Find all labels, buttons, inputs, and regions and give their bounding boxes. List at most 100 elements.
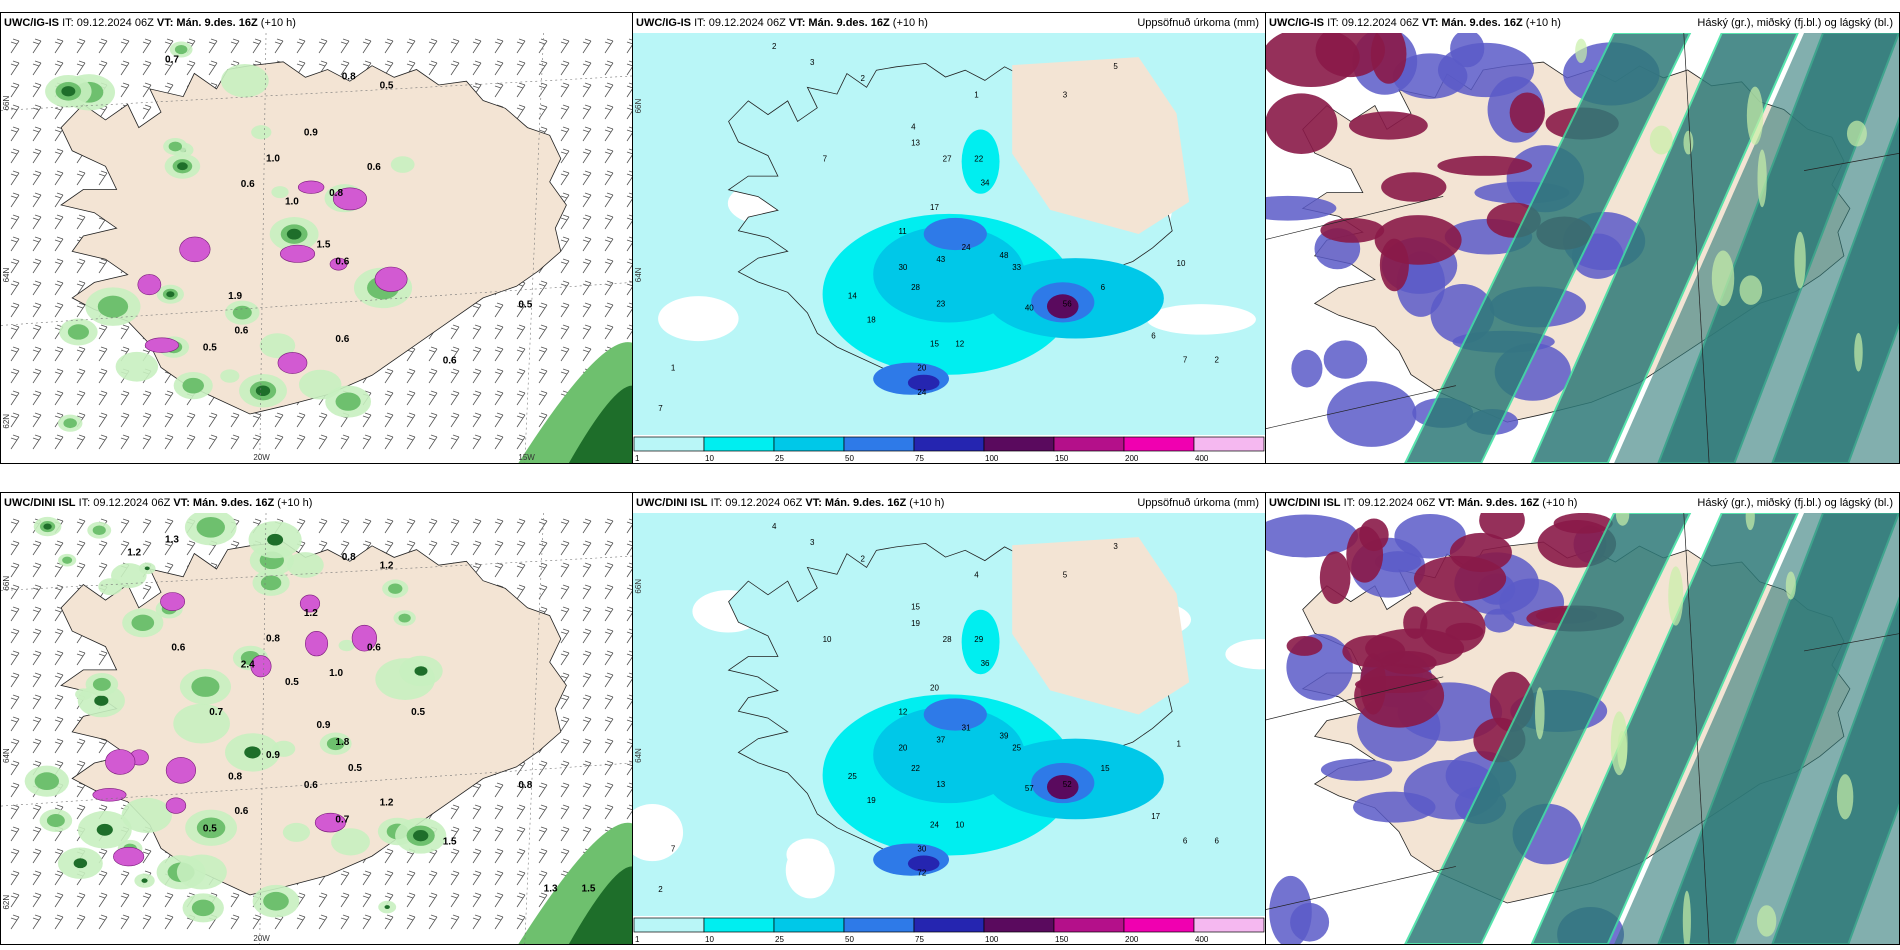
low-cloud-highlight xyxy=(1535,687,1545,740)
map-cloud[interactable] xyxy=(1266,33,1899,463)
precip-value-label: 13 xyxy=(911,139,920,148)
precip-shade xyxy=(144,566,150,571)
panel-title: UWC/DINI ISL IT: 09.12.2024 06Z VT: Mán.… xyxy=(633,493,1265,513)
precip-value-label: 24 xyxy=(930,820,939,829)
precip-value-label: 1.0 xyxy=(285,196,299,207)
snow-shade xyxy=(329,257,348,271)
precip-shade xyxy=(255,385,271,397)
init-time: IT: 09.12.2024 06Z xyxy=(1343,497,1436,509)
precip-value-label: 17 xyxy=(1151,812,1160,821)
precip-value-label: 0.6 xyxy=(241,179,255,190)
snow-shade xyxy=(165,797,187,814)
precip-shade xyxy=(98,578,123,596)
legend-swatch xyxy=(913,436,985,452)
precip-shade xyxy=(384,905,390,910)
precip-shade xyxy=(244,746,261,759)
graticule xyxy=(1,33,632,463)
precip-value-label: 0.8 xyxy=(228,772,242,783)
mid-cloud xyxy=(1266,514,1359,558)
map-precip[interactable]: 4 3 2 4 5 3 10 15 19 28 29 36 20 12 31 20 37 39 25 22 13 25 19… xyxy=(633,513,1265,916)
precip-value-label: 7 xyxy=(1183,356,1188,365)
sea-precip xyxy=(568,385,632,463)
precip-shade xyxy=(335,392,361,411)
low-cloud-band xyxy=(1404,513,1692,944)
precip-value-label: 0.5 xyxy=(285,677,299,688)
precip-value-label: 3 xyxy=(810,538,815,547)
low-cloud-highlight xyxy=(1746,86,1764,145)
low-cloud-highlight xyxy=(1649,125,1673,155)
precip-value-label: 20 xyxy=(898,744,907,753)
valid-time: Mán. 9.des. 16Z xyxy=(1441,17,1523,29)
legend-tick: 75 xyxy=(915,935,924,944)
precip-shade xyxy=(282,822,311,842)
panel-dini-precip: UWC/DINI ISL IT: 09.12.2024 06Z VT: Mán.… xyxy=(632,492,1266,945)
lon-label: 20W xyxy=(253,453,270,462)
low-cloud-highlight xyxy=(1575,38,1588,64)
precip-shade xyxy=(271,186,289,199)
precip-value-label: 4 xyxy=(974,570,979,579)
snow-shade xyxy=(137,274,162,296)
map-wind[interactable]: 0.7 0.8 0.5 1.0 0.9 0.6 1.0 0.8 0.6 1.5 0.6 0.5 0.6 0… xyxy=(1,33,632,463)
precip-value-label: 1.0 xyxy=(329,668,343,679)
no-precip xyxy=(1146,304,1256,335)
init-time: IT: 09.12.2024 06Z xyxy=(1327,17,1419,29)
precip-shade xyxy=(191,676,220,697)
precip-value-label: 28 xyxy=(911,283,920,292)
high-cloud xyxy=(1420,601,1486,655)
precip-shade xyxy=(176,854,227,890)
valid-time: Mán. 9.des. 16Z xyxy=(176,17,258,29)
precip-shade xyxy=(873,225,1025,323)
precip-shade xyxy=(259,333,296,359)
map-precip[interactable]: 2 3 2 1 3 5 7 4 13 27 22 34 17 11 24 30 43 48 33 28 23 14 18 15… xyxy=(633,33,1265,435)
snow-shade xyxy=(279,244,316,263)
precip-value-label: 33 xyxy=(1012,263,1021,272)
high-cloud xyxy=(1286,636,1323,656)
map-cloud[interactable] xyxy=(1266,513,1899,944)
precip-value-label: 7 xyxy=(658,404,663,413)
init-time: IT: 09.12.2024 06Z xyxy=(710,497,803,509)
mid-cloud xyxy=(1269,875,1312,944)
precip-value-label: 12 xyxy=(955,340,964,349)
low-cloud-highlight xyxy=(1757,149,1767,208)
no-precip xyxy=(1225,639,1265,670)
precip-value-label: 1.5 xyxy=(443,836,457,847)
graticule xyxy=(1266,513,1899,944)
init-time: IT: 09.12.2024 06Z xyxy=(694,17,786,29)
legend-tick: 50 xyxy=(845,454,854,463)
sea-precip xyxy=(568,866,632,944)
precip-value-label: 14 xyxy=(848,291,857,300)
high-cloud xyxy=(1346,526,1384,583)
precip-value-label: 19 xyxy=(911,619,920,628)
lat-label: 66N xyxy=(634,579,643,594)
precip-value-label: 0.8 xyxy=(342,72,356,83)
precip-shade xyxy=(923,698,987,731)
precip-value-label: 0.8 xyxy=(518,780,532,791)
legend-swatch xyxy=(703,436,775,452)
snow-shade xyxy=(105,749,136,775)
lon-label: 15W xyxy=(518,453,535,462)
low-cloud-highlight xyxy=(1617,730,1628,771)
vt-label: VT: xyxy=(805,497,822,509)
precip-value-label: 6 xyxy=(1101,283,1106,292)
precip-value-label: 10 xyxy=(955,820,964,829)
high-cloud xyxy=(1449,532,1512,573)
precip-shade xyxy=(168,141,182,152)
valid-time: Mán. 9.des. 16Z xyxy=(192,497,275,509)
precip-value-label: 0.6 xyxy=(234,325,248,336)
precip-value-label: 22 xyxy=(911,764,920,773)
legend-tick: 25 xyxy=(775,935,784,944)
precip-value-label: 2.4 xyxy=(241,660,255,671)
precip-value-label: 2 xyxy=(861,74,866,83)
precip-value-label: 13 xyxy=(936,780,945,789)
legend-swatch xyxy=(1053,436,1125,452)
panel-dini-cloud: UWC/DINI ISL IT: 09.12.2024 06Z VT: Mán.… xyxy=(1265,492,1900,945)
precip-shade xyxy=(63,418,77,429)
lead-time: (+10 h) xyxy=(909,497,945,509)
legend-swatch xyxy=(633,917,705,933)
precip-value-label: 0.6 xyxy=(171,642,185,653)
precip-value-label: 7 xyxy=(823,155,828,164)
map-wind[interactable]: 1.3 0.8 1.2 0.8 1.2 2.4 0.5 1.0 0.6 0.9 1.8 0.8 0.6 0… xyxy=(1,513,632,944)
legend-swatch xyxy=(983,436,1055,452)
precip-shade xyxy=(67,324,89,340)
legend-swatch xyxy=(703,917,775,933)
